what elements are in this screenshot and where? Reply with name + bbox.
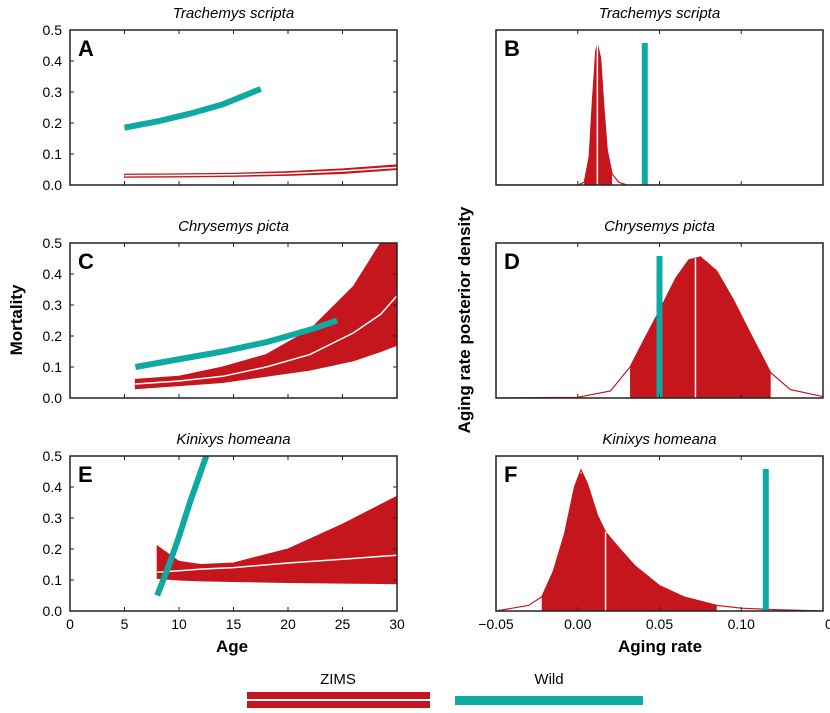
plot-area xyxy=(154,456,397,597)
x-tick-label: 0.00 xyxy=(564,616,591,632)
panel-title: Kinixys homeana xyxy=(176,431,290,448)
x-tick-label: 0.1 xyxy=(825,616,830,632)
panel-title: Trachemys scripta xyxy=(599,5,720,22)
zims-credible-band xyxy=(156,495,397,585)
x-tick-label: 30 xyxy=(389,616,405,632)
legend: ZIMS Wild xyxy=(247,671,643,708)
panel-f: Kinixys homeana −0.05 0.00 0.05 0.10 0.1 F xyxy=(478,431,830,632)
plot-frame xyxy=(495,29,824,186)
zims-credible-band xyxy=(134,243,397,390)
y-tick-label: 0.2 xyxy=(43,541,63,557)
panel-title: Chrysemys picta xyxy=(604,218,715,235)
plot-area xyxy=(496,468,823,611)
zims-median-line xyxy=(124,166,397,177)
panel-title: Chrysemys picta xyxy=(178,218,289,235)
panel-letter: C xyxy=(78,249,94,274)
x-tick-label: 5 xyxy=(121,616,129,632)
plot-area xyxy=(496,256,823,398)
plot-frame xyxy=(495,455,824,612)
legend-wild-label: Wild xyxy=(534,671,563,688)
plot-frame xyxy=(69,29,398,186)
left-y-axis-label: Mortality xyxy=(7,284,26,355)
y-tick-label: 0.0 xyxy=(43,390,63,406)
right-y-axis-label: Aging rate posterior density xyxy=(455,206,474,433)
y-tick-label: 0.3 xyxy=(43,510,63,526)
x-tick-label: −0.05 xyxy=(478,616,514,632)
panel-b: Trachemys scripta B xyxy=(495,5,824,186)
plot-frame xyxy=(69,455,398,612)
x-tick-label: 25 xyxy=(335,616,351,632)
y-tick-label: 0.2 xyxy=(43,328,63,344)
y-tick-label: 0.0 xyxy=(43,177,63,193)
panel-letter: F xyxy=(504,462,517,487)
wild-line xyxy=(154,456,210,597)
plot-area xyxy=(134,243,397,390)
y-tick-label: 0.4 xyxy=(43,266,63,282)
panel-letter: E xyxy=(78,462,93,487)
zims-credible-band xyxy=(124,164,397,178)
posterior-density-curve xyxy=(496,256,823,398)
credible-interval-area xyxy=(541,473,717,611)
y-tick-label: 0.1 xyxy=(43,146,63,162)
panel-letter: D xyxy=(504,249,520,274)
y-tick-label: 0.0 xyxy=(43,603,63,619)
legend-zims-label: ZIMS xyxy=(320,671,356,688)
legend-zims-swatch-median xyxy=(247,699,430,701)
y-tick-label: 0.5 xyxy=(43,22,63,38)
panel-c: Chrysemys picta 0.0 0.1 0.2 0.3 0.4 0.5 C xyxy=(43,218,398,406)
plot-frame xyxy=(495,242,824,399)
credible-interval-area xyxy=(630,256,771,398)
panel-title: Trachemys scripta xyxy=(173,5,294,22)
credible-interval-area xyxy=(584,44,613,185)
panel-letter: B xyxy=(504,36,520,61)
y-tick-label: 0.1 xyxy=(43,359,63,375)
posterior-density-curve xyxy=(496,468,823,611)
x-tick-label: 15 xyxy=(226,616,242,632)
y-tick-label: 0.4 xyxy=(43,53,63,69)
plot-area xyxy=(496,43,823,185)
panel-letter: A xyxy=(78,36,94,61)
x-tick-label: 0 xyxy=(66,616,74,632)
panel-a: Trachemys scripta 0.0 0.1 0.2 0.3 0.4 0.5 A xyxy=(43,5,398,193)
y-tick-label: 0.3 xyxy=(43,84,63,100)
panel-d: Chrysemys picta D xyxy=(495,218,824,399)
left-x-axis-label: Age xyxy=(216,637,248,656)
y-tick-label: 0.3 xyxy=(43,297,63,313)
x-tick-label: 0.10 xyxy=(728,616,755,632)
plot-area xyxy=(123,86,397,178)
posterior-density-curve xyxy=(496,43,823,185)
plot-frame xyxy=(69,242,398,399)
y-tick-label: 0.1 xyxy=(43,572,63,588)
y-tick-label: 0.4 xyxy=(43,479,63,495)
y-tick-label: 0.2 xyxy=(43,115,63,131)
y-tick-label: 0.5 xyxy=(43,235,63,251)
x-tick-label: 20 xyxy=(280,616,296,632)
x-tick-label: 10 xyxy=(171,616,187,632)
panel-e: Kinixys homeana 0.0 0.1 0.2 0.3 0.4 0.5 0 5 10 15 2… xyxy=(43,431,405,632)
zims-median-line xyxy=(157,554,397,573)
wild-line xyxy=(134,317,339,370)
right-x-axis-label: Aging rate xyxy=(618,637,702,656)
y-tick-label: 0.5 xyxy=(43,448,63,464)
zims-median-line xyxy=(135,295,397,385)
x-tick-label: 0.05 xyxy=(646,616,673,632)
panel-title: Kinixys homeana xyxy=(602,431,716,448)
legend-wild-swatch xyxy=(455,696,643,705)
wild-line xyxy=(123,86,262,131)
